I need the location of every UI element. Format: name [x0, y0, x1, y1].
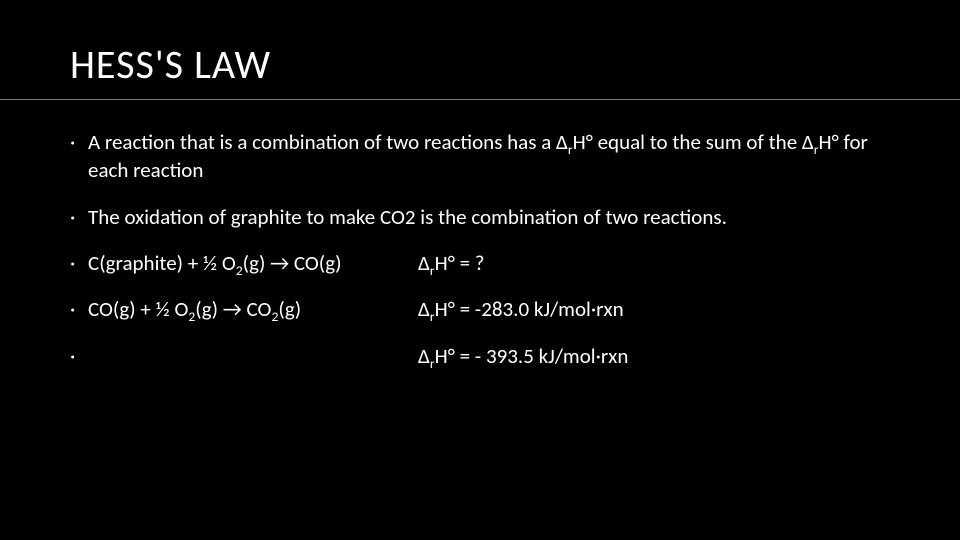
bullet-marker: · — [70, 295, 88, 323]
bullet-item: · ΔrH° = - 393.5 kJ/mol·rxn — [70, 342, 880, 370]
equation-enthalpy: ΔrH° = - 393.5 kJ/mol·rxn — [418, 342, 880, 370]
bullet-marker: · — [70, 249, 88, 277]
bullet-item: · The oxidation of graphite to make CO2 … — [70, 203, 880, 231]
bullet-marker: · — [70, 203, 88, 231]
bullet-text: The oxidation of graphite to make CO2 is… — [88, 203, 880, 231]
equation-reaction — [88, 342, 418, 370]
bullet-text: A reaction that is a combination of two … — [88, 128, 880, 185]
equation-enthalpy: ΔrH° = ? — [418, 249, 880, 277]
equation-reaction: C(graphite) + ½ O2(g) → CO(g) — [88, 249, 418, 277]
bullet-marker: · — [70, 342, 88, 370]
equation-enthalpy: ΔrH° = -283.0 kJ/mol·rxn — [418, 295, 880, 323]
bullet-item: · C(graphite) + ½ O2(g) → CO(g) ΔrH° = ? — [70, 249, 880, 277]
bullet-item: · CO(g) + ½ O2(g) → CO2(g) ΔrH° = -283.0… — [70, 295, 880, 323]
bullet-item: · A reaction that is a combination of tw… — [70, 128, 880, 185]
equation-reaction: CO(g) + ½ O2(g) → CO2(g) — [88, 295, 418, 323]
slide: HESS'S LAW · A reaction that is a combin… — [0, 0, 960, 540]
title-divider — [0, 99, 960, 100]
slide-title: HESS'S LAW — [70, 40, 890, 89]
slide-content: · A reaction that is a combination of tw… — [70, 128, 890, 370]
bullet-marker: · — [70, 128, 88, 156]
